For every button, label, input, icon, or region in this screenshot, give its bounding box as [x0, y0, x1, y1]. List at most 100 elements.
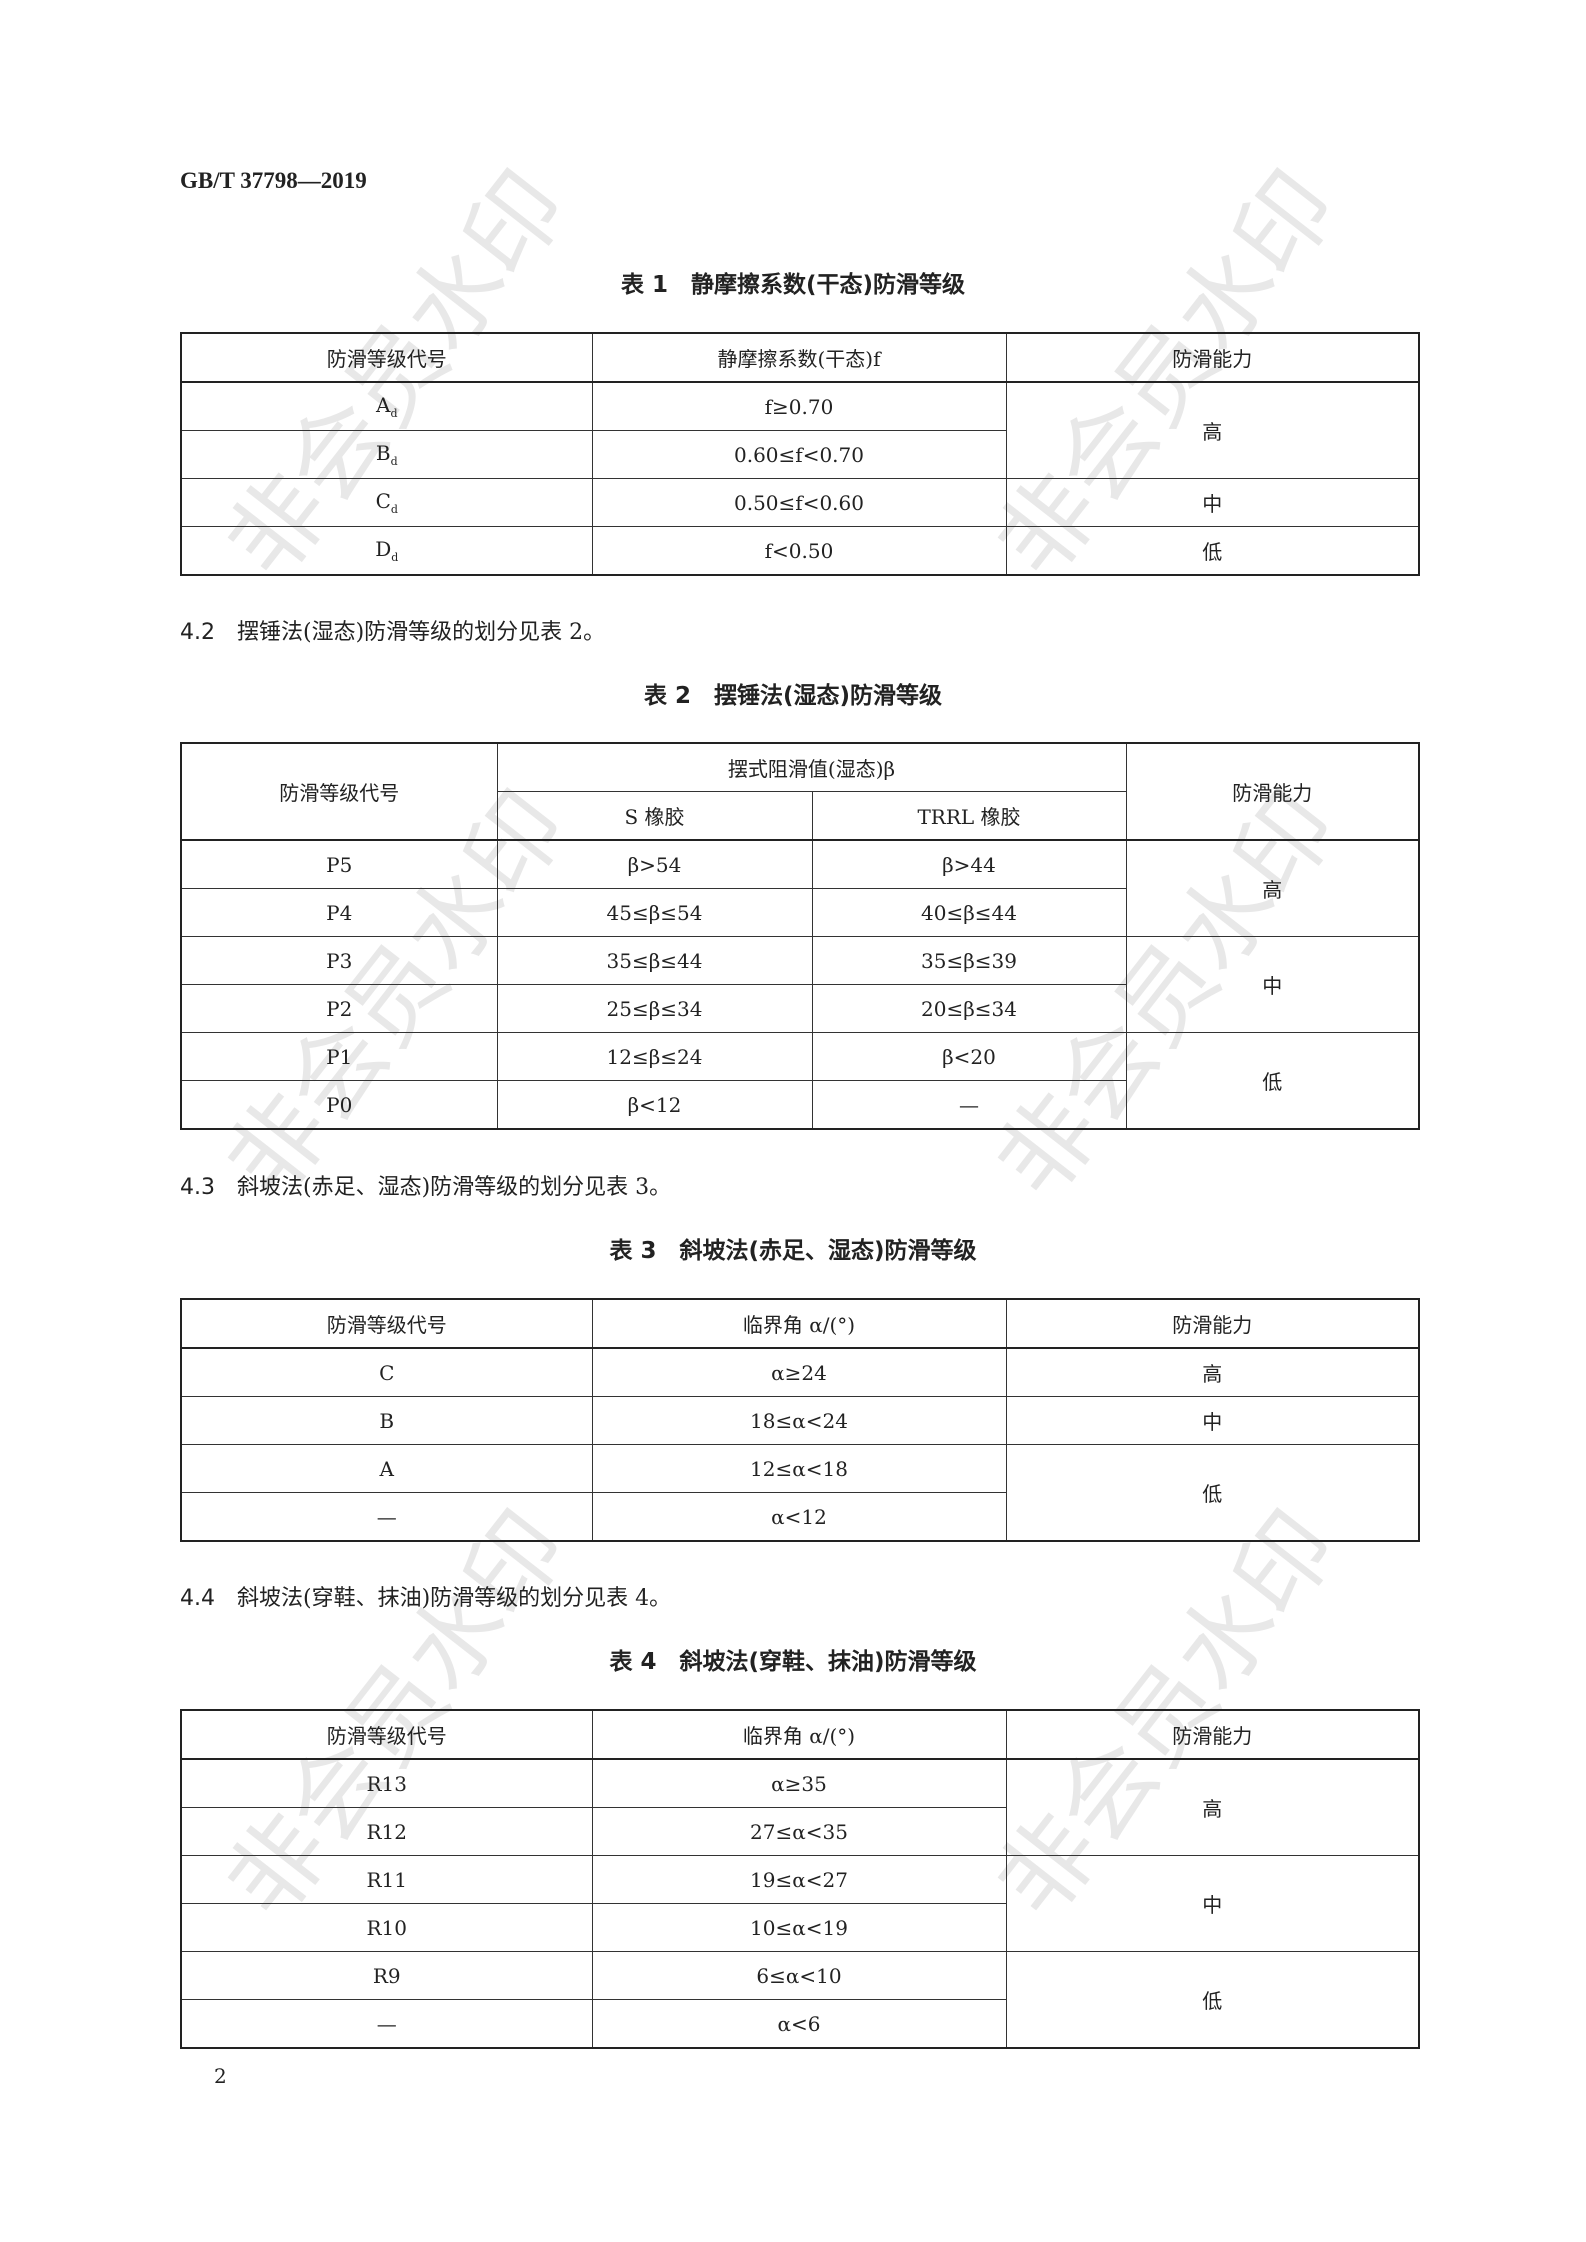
code-cell: P2 — [180, 984, 498, 1033]
ability-cell: 高 — [1005, 381, 1420, 479]
page-number: 2 — [214, 2064, 227, 2088]
table1: 防滑等级代号 静摩擦系数(干态)f 防滑能力 Ad f≥0.70 高 Bd 0.… — [180, 332, 1420, 576]
code-cell: Ad — [180, 381, 593, 431]
standard-number: GB/T 37798—2019 — [180, 168, 367, 193]
header-cell: 防滑能力 — [1125, 742, 1420, 841]
table-row: Ad f≥0.70 高 — [180, 381, 1420, 479]
code-cell: P5 — [180, 839, 498, 889]
code-cell: — — [180, 1999, 593, 2049]
value-cell: 12≤α<18 — [591, 1444, 1007, 1493]
code-cell: A — [180, 1444, 593, 1493]
code-cell: C — [180, 1347, 593, 1397]
header-cell: 临界角 α/(°) — [591, 1298, 1007, 1349]
code-cell: Bd — [180, 430, 593, 479]
value-cell: 6≤α<10 — [591, 1951, 1007, 2000]
ability-cell: 高 — [1005, 1347, 1420, 1397]
value-cell: 0.50≤f<0.60 — [591, 478, 1007, 527]
s-cell: β<12 — [496, 1080, 813, 1130]
code-cell: P4 — [180, 888, 498, 937]
table-row: P2 25≤β≤34 20≤β≤34 — [180, 984, 1419, 1033]
header-cell: 防滑能力 — [1005, 332, 1420, 383]
table4-title: 表 4 斜坡法(穿鞋、抹油)防滑等级 — [609, 1649, 977, 1675]
table-row: B 18≤α<24 中 — [180, 1396, 1420, 1445]
s-cell: 25≤β≤34 — [496, 984, 813, 1033]
s-cell: 45≤β≤54 — [496, 888, 813, 937]
value-cell: α≥24 — [591, 1347, 1007, 1397]
table-row: A 12≤α<18 低 — [180, 1444, 1420, 1542]
ability-cell: 低 — [1005, 1951, 1420, 2049]
subheader-cell: TRRL 橡胶 — [811, 791, 1127, 841]
header-cell: 临界角 α/(°) — [591, 1709, 1007, 1760]
value-cell: f<0.50 — [591, 526, 1007, 576]
code-cell: — — [180, 1492, 593, 1542]
trrl-cell: β>44 — [811, 839, 1127, 889]
value-cell: f≥0.70 — [591, 381, 1007, 431]
s-cell: 12≤β≤24 — [496, 1032, 813, 1081]
clause-4-2: 4.2 摆锤法(湿态)防滑等级的划分见表 2。 — [180, 620, 606, 645]
table-row: Cd 0.50≤f<0.60 中 — [180, 478, 1420, 527]
header-cell: 防滑等级代号 — [180, 1709, 593, 1760]
table-row: R12 27≤α<35 — [180, 1807, 1419, 1856]
trrl-cell: 20≤β≤34 — [811, 984, 1127, 1033]
ability-cell: 低 — [1005, 1444, 1420, 1542]
clause-4-3: 4.3 斜坡法(赤足、湿态)防滑等级的划分见表 3。 — [180, 1175, 672, 1200]
subheader-cell: S 橡胶 — [496, 791, 813, 841]
table2-title: 表 2 摆锤法(湿态)防滑等级 — [643, 683, 943, 709]
header-cell: 防滑能力 — [1005, 1709, 1420, 1760]
table3-title: 表 3 斜坡法(赤足、湿态)防滑等级 — [609, 1238, 977, 1264]
table-row: P5 β>54 β>44 高 — [180, 839, 1420, 937]
table-row: P1 12≤β≤24 β<20 低 — [180, 1032, 1420, 1130]
table-row: — α<12 — [180, 1492, 1419, 1542]
table-row: R13 α≥35 高 — [180, 1758, 1420, 1856]
table1-title: 表 1 静摩擦系数(干态)防滑等级 — [620, 272, 966, 298]
header-cell: 防滑等级代号 — [180, 332, 593, 383]
code-cell: P3 — [180, 936, 498, 985]
value-cell: 0.60≤f<0.70 — [591, 430, 1007, 479]
trrl-cell: 40≤β≤44 — [811, 888, 1127, 937]
code-cell: Cd — [180, 478, 593, 527]
ability-cell: 高 — [1125, 839, 1420, 937]
header-cell: 防滑等级代号 — [180, 742, 498, 841]
ability-cell: 中 — [1125, 936, 1420, 1033]
ability-cell: 中 — [1005, 1855, 1420, 1952]
value-cell: α<6 — [591, 1999, 1007, 2049]
code-cell: Dd — [180, 526, 593, 576]
table-row: R10 10≤α<19 — [180, 1903, 1419, 1952]
code-cell: R12 — [180, 1807, 593, 1856]
code-cell: P1 — [180, 1032, 498, 1081]
s-cell: 35≤β≤44 — [496, 936, 813, 985]
value-cell: α<12 — [591, 1492, 1007, 1542]
code-cell: R11 — [180, 1855, 593, 1904]
table-row: — α<6 — [180, 1999, 1419, 2049]
table-row: R11 19≤α<27 中 — [180, 1855, 1420, 1952]
code-cell: P0 — [180, 1080, 498, 1130]
table-row: Dd f<0.50 低 — [180, 526, 1420, 576]
value-cell: α≥35 — [591, 1758, 1007, 1808]
table-row: Bd 0.60≤f<0.70 — [180, 430, 1419, 479]
trrl-cell: — — [811, 1080, 1127, 1130]
code-cell: B — [180, 1396, 593, 1445]
table4: 防滑等级代号 临界角 α/(°) 防滑能力 R13 α≥35 高 R12 27≤… — [180, 1709, 1420, 2049]
trrl-cell: β<20 — [811, 1032, 1127, 1081]
s-cell: β>54 — [496, 839, 813, 889]
code-cell: R10 — [180, 1903, 593, 1952]
value-cell: 19≤α<27 — [591, 1855, 1007, 1904]
ability-cell: 低 — [1125, 1032, 1420, 1130]
code-cell: R13 — [180, 1758, 593, 1808]
code-cell: R9 — [180, 1951, 593, 2000]
ability-cell: 高 — [1005, 1758, 1420, 1856]
ability-cell: 中 — [1005, 1396, 1420, 1445]
header-cell: 摆式阻滑值(湿态)β — [496, 742, 1127, 792]
value-cell: 18≤α<24 — [591, 1396, 1007, 1445]
ability-cell: 低 — [1005, 526, 1420, 576]
table-row: P4 45≤β≤54 40≤β≤44 — [180, 888, 1419, 937]
table-row: R9 6≤α<10 低 — [180, 1951, 1420, 2049]
table-row: P0 β<12 — — [180, 1080, 1419, 1130]
table3: 防滑等级代号 临界角 α/(°) 防滑能力 C α≥24 高 B 18≤α<24… — [180, 1298, 1420, 1542]
header-cell: 防滑能力 — [1005, 1298, 1420, 1349]
header-cell: 静摩擦系数(干态)f — [591, 332, 1007, 383]
header-cell: 防滑等级代号 — [180, 1298, 593, 1349]
value-cell: 10≤α<19 — [591, 1903, 1007, 1952]
table-row: P3 35≤β≤44 35≤β≤39 中 — [180, 936, 1420, 1033]
ability-cell: 中 — [1005, 478, 1420, 527]
